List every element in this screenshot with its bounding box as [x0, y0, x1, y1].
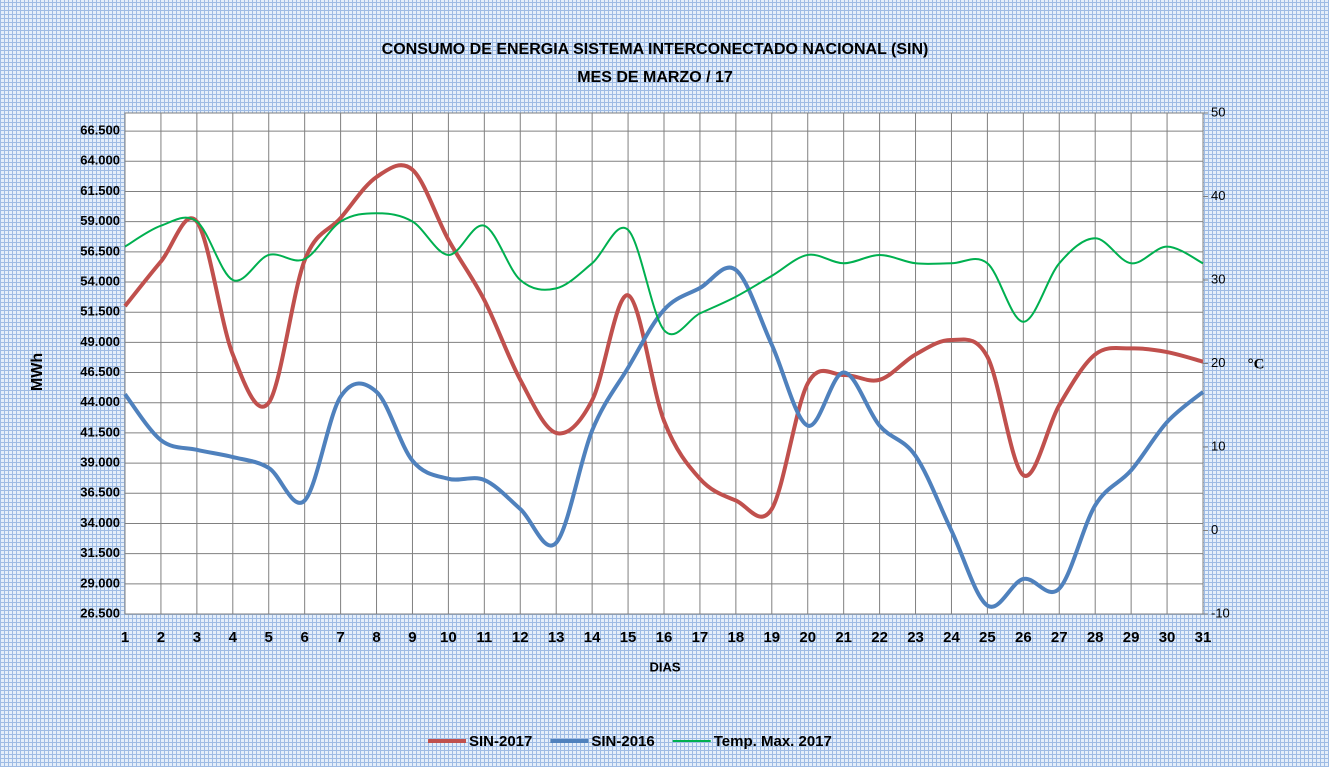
x-tick-label: 14 — [584, 629, 601, 646]
x-tick-label: 28 — [1087, 629, 1104, 646]
series-line — [123, 265, 1205, 609]
x-tick-label: 12 — [512, 629, 529, 646]
y-tick-label: 31.500 — [80, 545, 120, 560]
x-tick-label: 20 — [799, 629, 816, 646]
y2-tick-label: 30 — [1211, 271, 1225, 286]
chart-subtitle: MES DE MARZO / 17 — [577, 69, 733, 86]
y-tick-label: 46.500 — [80, 364, 120, 379]
y-tick-label: 44.000 — [80, 394, 120, 409]
x-tick-label: 26 — [1015, 629, 1032, 646]
x-tick-label: 8 — [372, 629, 380, 646]
y-axis-label: MWh — [29, 353, 46, 391]
y-tick-label: 54.000 — [80, 273, 120, 288]
series-line — [124, 212, 1204, 336]
x-tick-label: 4 — [229, 629, 238, 646]
y-tick-label: 59.000 — [80, 213, 120, 228]
y2-tick-label: -10 — [1211, 605, 1230, 620]
x-tick-label: 9 — [408, 629, 416, 646]
chart-title: CONSUMO DE ENERGIA SISTEMA INTERCONECTAD… — [382, 41, 929, 58]
x-tick-label: 25 — [979, 629, 996, 646]
y-tick-label: 64.000 — [80, 153, 120, 168]
x-tick-label: 27 — [1051, 629, 1068, 646]
x-tick-label: 22 — [871, 629, 888, 646]
x-tick-label: 13 — [548, 629, 565, 646]
y2-tick-label: 0 — [1211, 522, 1218, 537]
x-tick-label: 18 — [728, 629, 745, 646]
x-tick-label: 19 — [763, 629, 780, 646]
x-tick-label: 31 — [1195, 629, 1212, 646]
x-tick-label: 11 — [476, 629, 492, 646]
y2-tick-label: 40 — [1211, 188, 1225, 203]
x-tick-label: 5 — [265, 629, 273, 646]
x-tick-label: 24 — [943, 629, 960, 646]
y-tick-label: 34.000 — [80, 515, 120, 530]
x-tick-label: 17 — [692, 629, 709, 646]
y-tick-label: 29.000 — [80, 575, 120, 590]
y2-tick-label: 10 — [1211, 438, 1225, 453]
x-axis-label: DIAS — [649, 659, 680, 674]
legend-label: SIN-2016 — [591, 733, 654, 750]
x-tick-label: 21 — [835, 629, 852, 646]
x-tick-label: 29 — [1123, 629, 1140, 646]
x-tick-label: 6 — [300, 629, 308, 646]
y-tick-label: 39.000 — [80, 455, 120, 470]
x-tick-label: 23 — [907, 629, 924, 646]
y-tick-label: 49.000 — [80, 334, 120, 349]
legend-label: Temp. Max. 2017 — [714, 733, 832, 750]
x-tick-label: 16 — [656, 629, 673, 646]
x-tick-label: 30 — [1159, 629, 1176, 646]
x-tick-label: 10 — [440, 629, 457, 646]
x-tick-label: 1 — [121, 629, 129, 646]
x-tick-label: 15 — [620, 629, 637, 646]
x-tick-label: 2 — [157, 629, 165, 646]
y2-tick-label: 50 — [1211, 104, 1225, 119]
legend-label: SIN-2017 — [469, 733, 532, 750]
y-tick-label: 36.500 — [80, 485, 120, 500]
y-tick-label: 26.500 — [80, 605, 120, 620]
y2-tick-label: 20 — [1211, 355, 1225, 370]
y-tick-label: 56.500 — [80, 243, 120, 258]
x-tick-label: 3 — [193, 629, 201, 646]
y-tick-label: 61.500 — [80, 183, 120, 198]
y-tick-label: 41.500 — [80, 424, 120, 439]
x-tick-label: 7 — [336, 629, 344, 646]
y2-axis-label: °C — [1248, 356, 1265, 372]
y-tick-label: 66.500 — [80, 123, 120, 138]
y-tick-label: 51.500 — [80, 304, 120, 319]
